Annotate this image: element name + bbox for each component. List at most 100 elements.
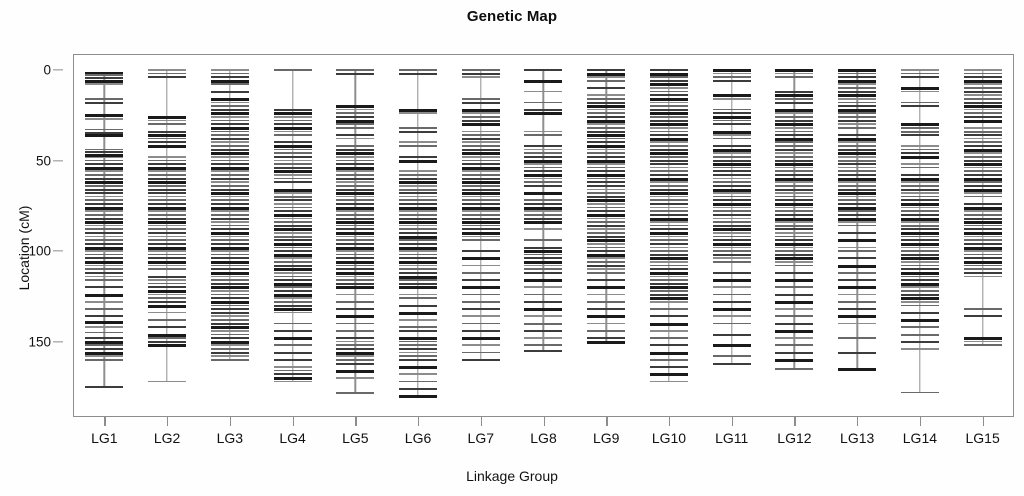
genetic-marker — [963, 69, 1002, 71]
genetic-marker — [85, 170, 124, 173]
genetic-marker — [712, 108, 751, 111]
linkage-group-column[interactable] — [387, 54, 450, 417]
genetic-marker — [900, 105, 939, 108]
genetic-marker — [399, 304, 438, 307]
genetic-marker — [775, 134, 814, 137]
genetic-marker — [900, 174, 939, 177]
genetic-marker — [148, 163, 187, 166]
genetic-marker — [399, 192, 438, 195]
genetic-marker — [963, 116, 1002, 119]
genetic-marker — [712, 315, 751, 318]
genetic-marker — [587, 340, 626, 344]
genetic-marker — [461, 308, 500, 311]
genetic-marker — [963, 340, 1002, 343]
genetic-marker — [336, 235, 375, 238]
linkage-group-column[interactable] — [575, 54, 638, 417]
genetic-marker — [775, 163, 814, 167]
genetic-marker — [148, 210, 187, 212]
genetic-marker — [210, 79, 249, 83]
genetic-marker — [775, 188, 814, 191]
genetic-marker — [963, 271, 1002, 274]
genetic-marker — [336, 322, 375, 325]
genetic-marker — [210, 264, 249, 267]
genetic-marker — [336, 329, 375, 332]
linkage-group-column[interactable] — [449, 54, 512, 417]
genetic-marker — [712, 279, 751, 283]
chromosome-spine — [605, 70, 607, 342]
genetic-marker — [900, 290, 939, 292]
genetic-marker — [85, 228, 124, 231]
genetic-marker — [336, 362, 375, 365]
genetic-marker — [649, 257, 688, 261]
genetic-marker — [775, 108, 814, 112]
genetic-marker — [524, 221, 563, 225]
genetic-marker — [273, 203, 312, 205]
genetic-marker — [85, 253, 124, 256]
genetic-marker — [524, 257, 563, 260]
genetic-marker — [524, 184, 563, 187]
genetic-marker — [273, 141, 312, 144]
genetic-marker — [524, 217, 563, 220]
genetic-marker — [461, 228, 500, 231]
genetic-marker — [461, 322, 500, 325]
linkage-group-column[interactable] — [73, 54, 136, 417]
genetic-marker — [336, 72, 375, 75]
genetic-marker — [649, 170, 688, 173]
genetic-marker — [210, 163, 249, 166]
genetic-marker — [336, 181, 375, 183]
genetic-marker — [273, 235, 312, 238]
genetic-marker — [963, 90, 1002, 93]
genetic-marker — [336, 112, 375, 115]
genetic-marker — [900, 152, 939, 155]
genetic-marker — [838, 279, 877, 282]
linkage-group-column[interactable] — [700, 54, 763, 417]
genetic-marker — [210, 304, 249, 307]
genetic-marker — [336, 358, 375, 361]
linkage-group-column[interactable] — [136, 54, 199, 417]
linkage-group-column[interactable] — [512, 54, 575, 417]
genetic-marker — [524, 250, 563, 254]
genetic-marker — [524, 166, 563, 169]
genetic-marker — [712, 257, 751, 260]
linkage-group-column[interactable] — [198, 54, 261, 417]
x-tick-mark — [104, 417, 106, 426]
genetic-marker — [336, 293, 375, 296]
genetic-marker — [336, 250, 375, 252]
genetic-marker — [775, 279, 814, 283]
genetic-marker — [210, 126, 249, 130]
genetic-marker — [775, 242, 814, 246]
linkage-group-column[interactable] — [763, 54, 826, 417]
genetic-marker — [649, 137, 688, 141]
genetic-marker — [85, 340, 124, 344]
genetic-marker — [85, 286, 124, 289]
genetic-marker — [336, 213, 375, 216]
linkage-group-column[interactable] — [889, 54, 952, 417]
genetic-marker — [524, 300, 563, 303]
genetic-marker — [336, 137, 375, 140]
genetic-marker — [148, 250, 187, 252]
genetic-marker — [900, 224, 939, 227]
genetic-marker — [461, 101, 500, 104]
genetic-marker — [273, 155, 312, 158]
genetic-marker — [210, 177, 249, 180]
x-tick-label-lg14: LG14 — [902, 430, 938, 446]
genetic-marker — [587, 203, 626, 205]
genetic-marker — [210, 166, 249, 170]
genetic-marker — [399, 344, 438, 347]
genetic-marker — [649, 177, 688, 181]
genetic-marker — [273, 152, 312, 155]
linkage-group-column[interactable] — [638, 54, 701, 417]
x-tick-label-lg15: LG15 — [965, 430, 1000, 446]
genetic-marker — [649, 300, 688, 303]
genetic-marker — [712, 221, 751, 223]
linkage-group-column[interactable] — [951, 54, 1014, 417]
genetic-marker — [399, 286, 438, 290]
linkage-group-column[interactable] — [324, 54, 387, 417]
genetic-marker — [775, 322, 814, 325]
genetic-marker — [336, 239, 375, 241]
linkage-group-column[interactable] — [826, 54, 889, 417]
y-tick-label: 150 — [28, 334, 51, 350]
genetic-marker — [587, 337, 626, 340]
genetic-marker — [775, 210, 814, 212]
linkage-group-column[interactable] — [261, 54, 324, 417]
